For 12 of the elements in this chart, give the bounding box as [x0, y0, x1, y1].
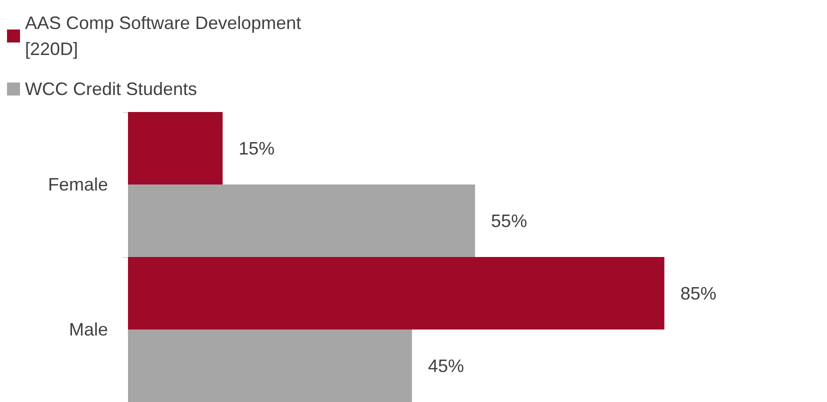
bar: [128, 112, 223, 184]
bar: [128, 184, 476, 257]
bar: [128, 257, 664, 330]
bar: [128, 330, 412, 402]
y-tick-label: Male: [68, 320, 108, 340]
data-label: 85%: [680, 283, 716, 304]
data-label: 45%: [428, 356, 464, 376]
legend-label: AAS Comp Software Development [220D]: [25, 13, 306, 59]
legend-label: WCC Credit Students: [25, 79, 198, 99]
data-label: 55%: [491, 210, 528, 231]
y-tick-label: Female: [48, 174, 108, 194]
data-label: 15%: [238, 138, 275, 158]
